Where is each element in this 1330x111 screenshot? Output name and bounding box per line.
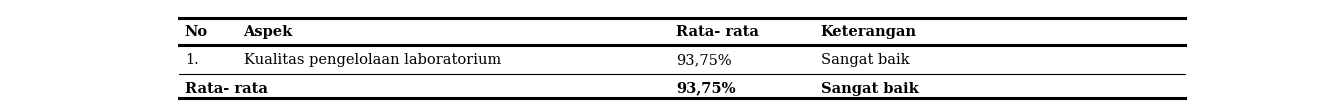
- Text: Rata- rata: Rata- rata: [677, 25, 759, 39]
- Text: Rata- rata: Rata- rata: [185, 82, 267, 96]
- Text: 1.: 1.: [185, 53, 198, 67]
- Text: Aspek: Aspek: [243, 25, 293, 39]
- Text: Sangat baik: Sangat baik: [821, 53, 910, 67]
- Text: Keterangan: Keterangan: [821, 25, 916, 39]
- Text: Sangat baik: Sangat baik: [821, 82, 919, 96]
- Text: 93,75%: 93,75%: [677, 53, 732, 67]
- Text: No: No: [185, 25, 207, 39]
- Text: Kualitas pengelolaan laboratorium: Kualitas pengelolaan laboratorium: [243, 53, 501, 67]
- Text: 93,75%: 93,75%: [677, 82, 735, 96]
